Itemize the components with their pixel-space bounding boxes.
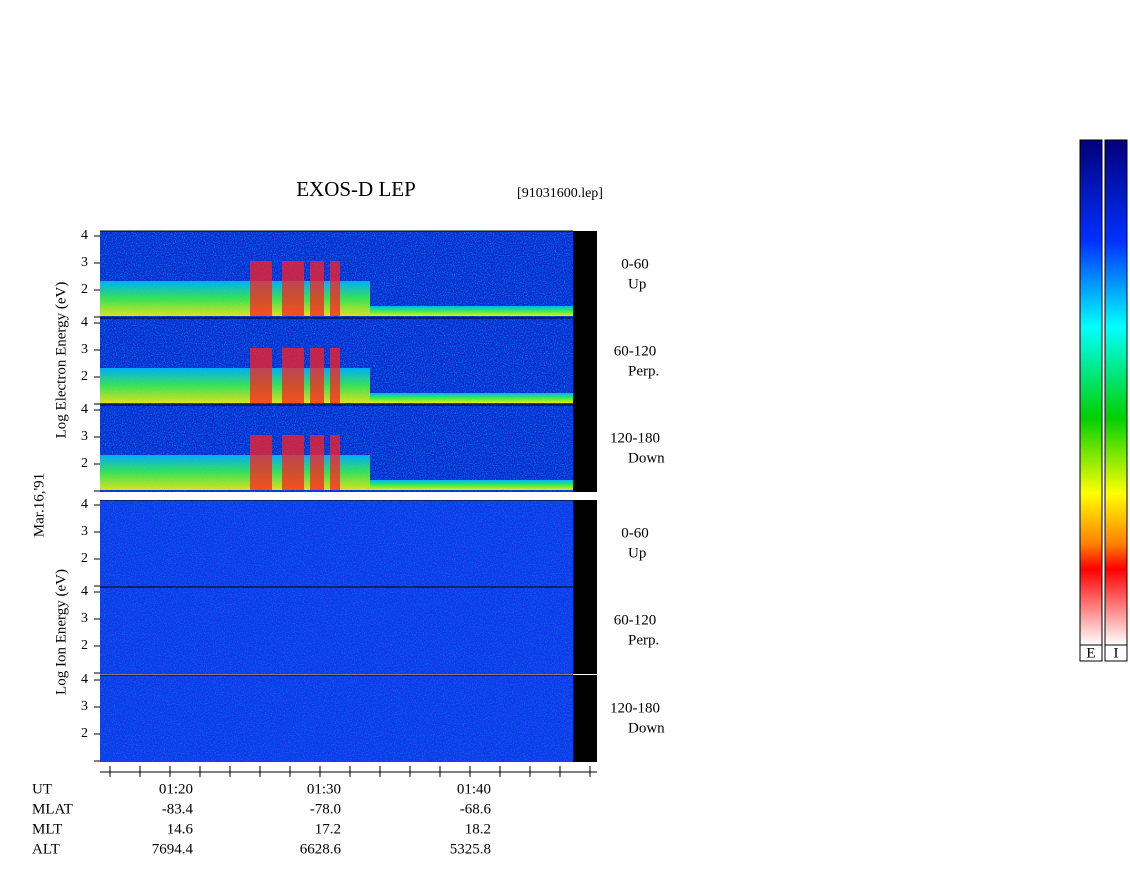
data-gap — [573, 500, 597, 587]
x-ticks: 01:20 01:30 01:40 — [109, 766, 591, 797]
spectrogram-burst — [282, 348, 304, 403]
spectrogram-noise — [100, 587, 573, 674]
panel-direction: Perp. — [628, 363, 659, 379]
panel-range: 60-120 — [614, 343, 657, 359]
y-tick-label: 2 — [81, 369, 88, 384]
y-tick-label: 4 — [81, 672, 88, 687]
y-tick-label: 3 — [81, 255, 88, 270]
footer-label: UT — [32, 781, 52, 797]
panel-range: 120-180 — [610, 430, 660, 446]
y-tick-label: 2 — [81, 551, 88, 566]
panel-direction: Perp. — [628, 632, 659, 648]
y-tick-label: 3 — [81, 429, 88, 444]
panel-direction: Up — [628, 545, 646, 561]
spectrogram-band — [370, 480, 573, 490]
y-tick-label: 4 — [81, 228, 88, 243]
title: EXOS-D LEP — [296, 177, 416, 201]
x-tick-label: 01:20 — [159, 781, 193, 797]
spectrogram-burst — [282, 435, 304, 490]
y-tick-label: 4 — [81, 497, 88, 512]
panel-direction: Down — [628, 450, 665, 466]
y-tick-label: 4 — [81, 584, 88, 599]
panel-range: 0-60 — [621, 256, 649, 272]
x-tick-label: 01:40 — [457, 781, 491, 797]
y-tick-label: 2 — [81, 726, 88, 741]
y-axis-label: Log Ion Energy (eV) — [53, 569, 69, 695]
footer-value: -68.6 — [460, 801, 492, 817]
y-tick-label: 3 — [81, 524, 88, 539]
data-gap — [573, 405, 597, 492]
footer-value: -78.0 — [310, 801, 341, 817]
colorbar-label-box — [1079, 644, 1103, 662]
spectrogram-band — [100, 368, 370, 403]
y-tick-label: 2 — [81, 638, 88, 653]
footer-label: MLAT — [32, 801, 73, 817]
footer-label: MLT — [32, 821, 62, 837]
y-tick-label: 2 — [81, 282, 88, 297]
footer-value: 14.6 — [167, 821, 194, 837]
footer-value: 6628.6 — [300, 841, 342, 857]
spectrogram-burst — [282, 261, 304, 316]
y-tick-label: 2 — [81, 456, 88, 471]
spectrogram-burst — [330, 435, 340, 490]
panel-range: 0-60 — [621, 525, 649, 541]
colorbar — [1079, 139, 1103, 646]
panel-separator — [100, 492, 600, 500]
data-gap — [573, 231, 597, 318]
spectrogram-noise — [100, 675, 573, 762]
x-tick-label: 01:30 — [307, 781, 341, 797]
footer-label: ALT — [32, 841, 60, 857]
spectrogram-noise — [100, 500, 573, 587]
panels: 4 3 2 0-60 Up 4 3 2 60-120 Perp. 4 3 2 120-180 Down 4 3 2… — [81, 228, 665, 762]
footer-value: 18.2 — [465, 821, 491, 837]
spectrogram-burst — [250, 261, 272, 316]
y-tick-label: 3 — [81, 611, 88, 626]
footer-value: -83.4 — [162, 801, 194, 817]
file-name: [91031600.lep] — [517, 186, 603, 201]
spectrogram-burst — [310, 435, 324, 490]
colorbar-label-box — [1104, 644, 1128, 662]
spectrogram-burst — [250, 435, 272, 490]
panel-direction: Up — [628, 276, 646, 292]
y-tick-label: 3 — [81, 699, 88, 714]
y-tick-label: 3 — [81, 342, 88, 357]
y-axis-label: Log Electron Energy (eV) — [53, 282, 69, 439]
date-label: Mar.16,'91 — [31, 473, 47, 537]
footer: MLAT -83.4 -78.0 -68.6 MLT 14.6 17.2 18.2 ALT 769… — [32, 801, 491, 857]
spectrogram-band — [370, 393, 573, 403]
spectrogram-band — [370, 306, 573, 316]
y-tick-label: 4 — [81, 315, 88, 330]
spectrogram-burst — [310, 348, 324, 403]
spectrogram-burst — [250, 348, 272, 403]
footer-value: 5325.8 — [450, 841, 491, 857]
spectrogram-band — [100, 281, 370, 316]
data-gap — [573, 318, 597, 405]
colorbar-label: E — [1086, 645, 1095, 661]
panel-range: 60-120 — [614, 612, 657, 628]
y-tick-label: 4 — [81, 402, 88, 417]
spectrogram-burst — [310, 261, 324, 316]
footer-value: 7694.4 — [152, 841, 194, 857]
data-gap — [573, 587, 597, 674]
panel-range: 120-180 — [610, 700, 660, 716]
spectrogram-band — [100, 455, 370, 490]
spectrogram-burst — [330, 348, 340, 403]
colorbar-label: I — [1114, 645, 1119, 661]
data-gap — [573, 675, 597, 762]
footer-value: 17.2 — [315, 821, 341, 837]
panel-direction: Down — [628, 720, 665, 736]
spectrogram-burst — [330, 261, 340, 316]
colorbar — [1104, 139, 1128, 646]
